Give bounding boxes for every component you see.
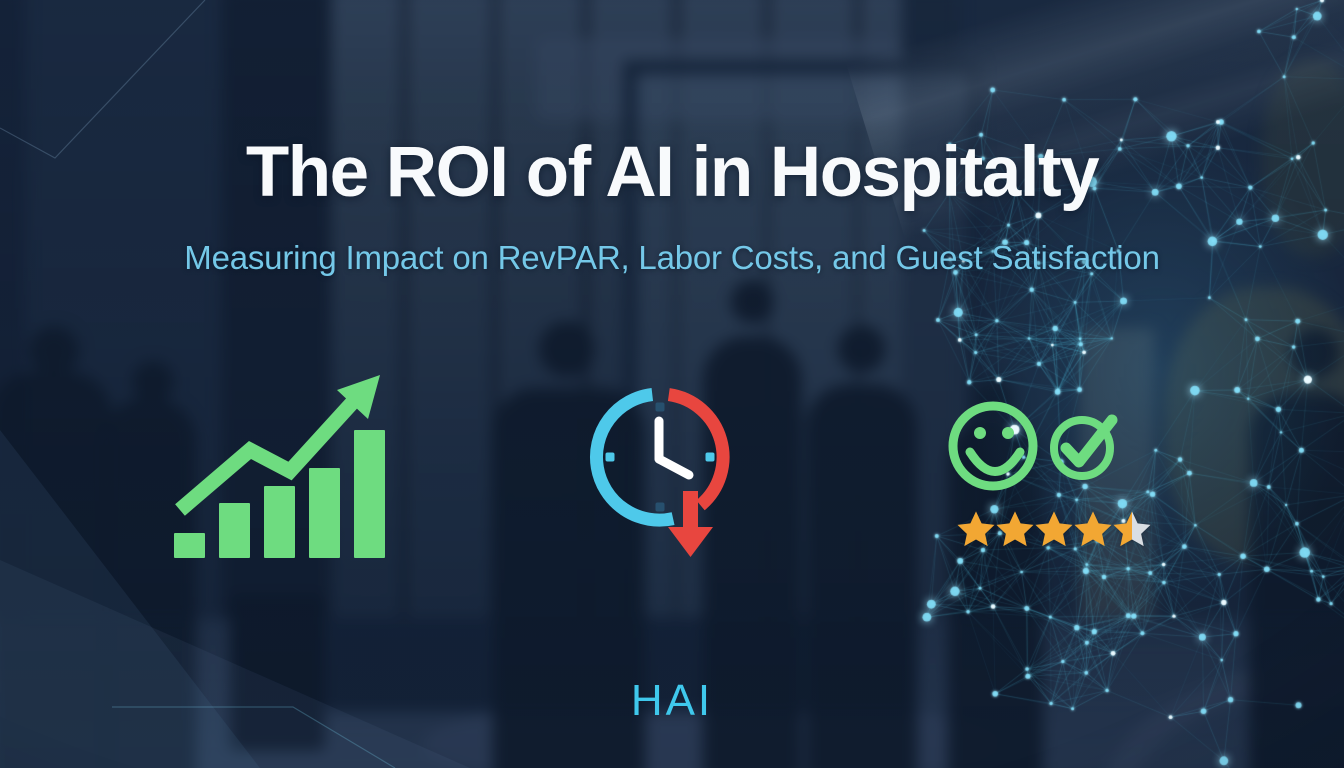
star-rating (957, 510, 1151, 547)
star-icon (1035, 511, 1073, 547)
smiley-face-icon (948, 401, 1038, 491)
star-icon (1074, 511, 1112, 547)
growth-chart-icon (174, 375, 385, 558)
page-title: The ROI of AI in Hospitalty (245, 133, 1100, 212)
star-icon (957, 511, 995, 547)
arrow-down-head (668, 527, 713, 557)
growth-bars (174, 430, 385, 558)
arrow-down-shaft (683, 491, 698, 529)
brand-logo-text: HAI (630, 676, 714, 725)
clock-arc-left (589, 388, 675, 527)
clock-arc-right (667, 388, 730, 511)
star-icon (996, 511, 1034, 547)
check-circle-icon (1050, 414, 1118, 480)
arrow-up-head (337, 375, 380, 419)
star-icon (1113, 511, 1151, 547)
clock-down-arrow-icon (589, 388, 730, 557)
hour-hand (654, 454, 694, 480)
page-subtitle: Measuring Impact on RevPAR, Labor Costs,… (184, 239, 1160, 276)
